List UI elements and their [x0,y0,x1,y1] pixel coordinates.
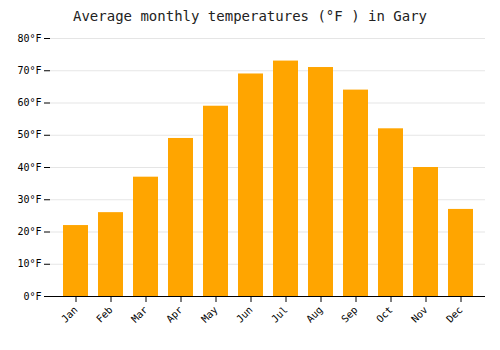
svg-text:Oct: Oct [374,304,395,325]
svg-text:Dec: Dec [444,304,465,325]
svg-text:Apr: Apr [164,304,185,325]
svg-text:Aug: Aug [304,304,325,325]
svg-text:0°F: 0°F [23,291,41,302]
svg-text:Feb: Feb [94,304,115,325]
svg-text:30°F: 30°F [17,194,41,205]
svg-text:10°F: 10°F [17,258,41,269]
svg-text:60°F: 60°F [17,97,41,108]
svg-text:Nov: Nov [409,304,430,325]
svg-text:May: May [199,304,220,325]
svg-text:20°F: 20°F [17,226,41,237]
svg-text:40°F: 40°F [17,162,41,173]
svg-text:Jun: Jun [234,304,255,325]
svg-text:70°F: 70°F [17,65,41,76]
html-text:Average monthly temperatures (: Average monthly temperatures (°F ) in Ga… [73,8,427,24]
svg-text:Sep: Sep [339,304,360,325]
svg-text:Jul: Jul [269,304,290,325]
svg-text:80°F: 80°F [17,33,41,44]
svg-text:50°F: 50°F [17,129,41,140]
svg-text:Jan: Jan [59,304,80,325]
svg-text:Mar: Mar [129,304,150,325]
